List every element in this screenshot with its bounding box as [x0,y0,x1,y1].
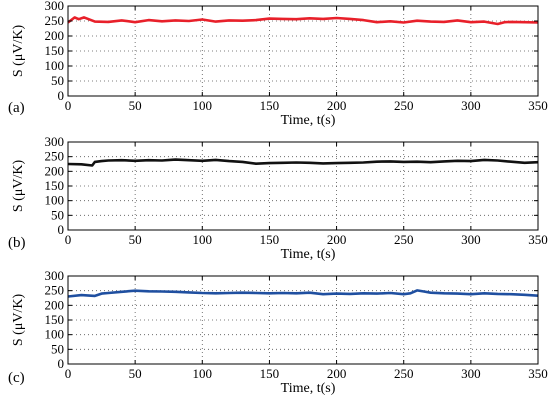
panel-label: (b) [8,235,26,251]
x-tick-label: 300 [461,98,481,113]
x-tick-label: 200 [327,232,347,247]
y-tick-label: 300 [45,134,65,149]
data-series-line [67,16,539,26]
x-tick-label: 100 [193,98,213,113]
chart-panel-3: 0 50 100 150 200 250 300 350050100150200250300T… [8,268,548,396]
y-axis-label: S (μV/K) [11,294,26,347]
y-tick-label: 0 [58,222,65,237]
x-tick-label: 250 [394,232,414,247]
x-tick-label: 300 [461,366,481,381]
y-axis-label: S (μV/K) [11,25,26,78]
y-tick-label: 150 [45,178,65,193]
x-axis-label: Time, t(s) [281,247,336,262]
x-tick-label: 50 [129,366,142,381]
x-tick-label: 50 [129,232,142,247]
x-tick-label: 350 [528,98,548,113]
x-tick-label: 300 [461,232,481,247]
y-tick-label: 50 [51,341,64,356]
plot-frame [67,275,539,365]
y-tick-label: 0 [58,356,65,371]
y-tick-label: 200 [45,163,65,178]
y-tick-label: 100 [45,327,65,342]
y-tick-label: 300 [45,0,65,13]
x-tick-label: 150 [260,366,280,381]
x-axis-label: Time, t(s) [281,381,336,396]
x-tick-label: 0 [65,98,72,113]
y-tick-label: 150 [45,43,65,58]
x-tick-label: 250 [394,98,414,113]
x-tick-label: 350 [528,366,548,381]
x-tick-label: 0 [65,366,72,381]
x-tick-label: 150 [260,98,280,113]
x-tick-label: 150 [260,232,280,247]
chart-panel-2: 0 50 100 150 200 250 300 350050100150200250300T… [8,134,548,262]
y-tick-label: 200 [45,297,65,312]
y-tick-label: 50 [51,207,64,222]
x-axis-label: Time, t(s) [281,113,336,128]
y-tick-label: 150 [45,312,65,327]
y-tick-label: 250 [45,13,65,28]
y-axis-label: S (μV/K) [11,160,26,213]
y-tick-label: 50 [51,73,64,88]
y-tick-label: 0 [58,88,65,103]
y-tick-label: 100 [45,58,65,73]
panel-label: (c) [8,370,25,386]
chart-panel-1: 0 50 100 150 200 250 300 350050100150200250300T… [8,0,548,128]
x-tick-label: 50 [129,98,142,113]
y-tick-label: 100 [45,193,65,208]
y-tick-label: 250 [45,149,65,164]
x-tick-label: 250 [394,366,414,381]
x-tick-label: 200 [327,366,347,381]
data-series-line [67,158,539,167]
x-tick-label: 350 [528,232,548,247]
x-tick-label: 100 [193,232,213,247]
y-tick-label: 250 [45,283,65,298]
y-tick-label: 300 [45,268,65,283]
data-series-line [67,289,539,298]
panel-label: (a) [8,100,25,116]
y-tick-label: 200 [45,28,65,43]
x-tick-label: 100 [193,366,213,381]
plot-frame [67,141,539,231]
x-tick-label: 200 [327,98,347,113]
x-tick-label: 0 [65,232,72,247]
